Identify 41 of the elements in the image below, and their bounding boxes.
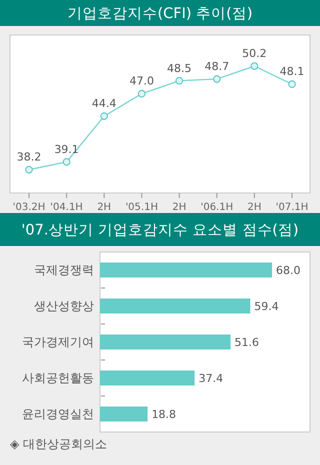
data-label: 47.0 <box>129 74 154 88</box>
point <box>25 166 33 174</box>
x-tick-label: 2H <box>247 202 262 213</box>
data-label: 38.2 <box>16 150 42 164</box>
data-label: 50.2 <box>242 47 267 60</box>
x-tick-label: '07.1H <box>276 202 308 213</box>
point <box>213 75 221 83</box>
bar <box>100 334 231 350</box>
point <box>288 80 296 88</box>
chart-title: '07.상반기 기업호감지수 요소별 점수(점) <box>21 222 299 238</box>
data-label: 44.4 <box>92 97 116 110</box>
bar <box>100 262 272 278</box>
y-tick-label: 사회공헌활동 <box>22 371 94 385</box>
x-tick-label: '03.2H <box>12 202 46 213</box>
data-label: 59.4 <box>254 300 279 313</box>
x-tick-label: '04.1H <box>50 202 83 213</box>
y-tick-label: 윤리경영실천 <box>22 407 94 421</box>
chart-title: 기업호감지수(CFI) 추이(점) <box>68 6 252 22</box>
point <box>100 112 108 120</box>
data-label: 48.1 <box>280 65 304 78</box>
x-tick-label: 2H <box>172 202 186 213</box>
y-tick-label: 국제경쟁력 <box>34 263 94 277</box>
bar <box>100 298 250 314</box>
bar <box>100 406 148 422</box>
data-label: 18.8 <box>152 408 176 421</box>
x-tick-label: '06.1H <box>200 202 234 213</box>
text: ◈ 대한상공회의소 <box>10 437 108 451</box>
y-tick-label: 국가경제기여 <box>22 335 94 349</box>
data-label: 48.5 <box>167 62 192 75</box>
point <box>138 90 146 98</box>
data-label: 51.6 <box>234 336 260 349</box>
x-tick-label: 2H <box>97 202 112 213</box>
data-label: 68.0 <box>276 264 301 277</box>
point <box>62 158 70 166</box>
bar <box>100 370 195 386</box>
y-tick-label: 생산성향상 <box>34 299 94 313</box>
data-label: 37.4 <box>198 372 224 385</box>
x-tick-label: '05.1H <box>125 202 158 213</box>
point <box>175 76 184 85</box>
data-label: 48.7 <box>204 60 230 74</box>
point <box>250 62 258 70</box>
